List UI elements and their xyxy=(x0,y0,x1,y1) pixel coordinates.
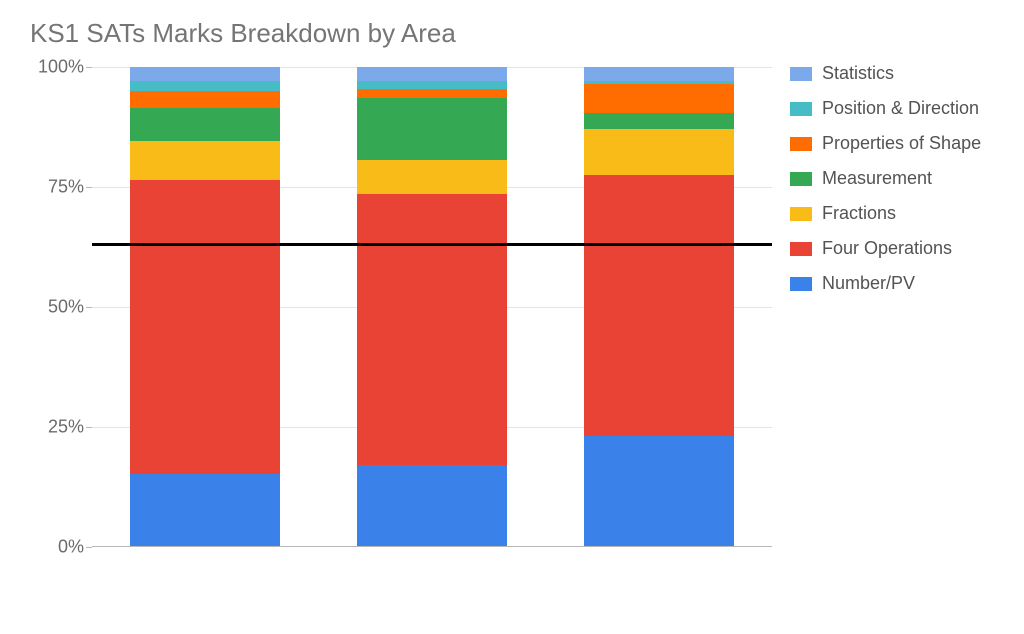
segment-four_operations xyxy=(357,194,507,465)
segment-properties_of_shape xyxy=(584,84,734,113)
bar-2017 xyxy=(130,67,280,546)
chart-container: KS1 SATs Marks Breakdown by Area 0% 25% 50… xyxy=(30,18,1010,618)
legend-item-fractions: Fractions xyxy=(790,203,981,224)
y-tick-mark xyxy=(86,547,92,548)
y-tick-mark xyxy=(86,307,92,308)
legend-swatch xyxy=(790,102,812,116)
legend-label: Measurement xyxy=(822,168,932,189)
y-tick-label: 100% xyxy=(38,57,84,78)
legend-item-properties_of_shape: Properties of Shape xyxy=(790,133,981,154)
legend-label: Four Operations xyxy=(822,238,952,259)
segment-properties_of_shape xyxy=(357,89,507,99)
segment-fractions xyxy=(130,141,280,179)
reference-line xyxy=(92,243,772,246)
segment-position_direction xyxy=(357,81,507,88)
segment-properties_of_shape xyxy=(130,91,280,108)
legend-item-measurement: Measurement xyxy=(790,168,981,189)
legend-swatch xyxy=(790,242,812,256)
legend-label: Position & Direction xyxy=(822,98,979,119)
segment-statistics xyxy=(130,67,280,81)
segment-number_pv xyxy=(584,436,734,546)
y-tick-label: 75% xyxy=(48,177,84,198)
y-tick-label: 25% xyxy=(48,417,84,438)
y-tick-label: 50% xyxy=(48,297,84,318)
segment-four_operations xyxy=(584,175,734,436)
segment-four_operations xyxy=(130,180,280,475)
segment-number_pv xyxy=(130,474,280,546)
legend-swatch xyxy=(790,277,812,291)
y-axis: 0%25%50%75%100% xyxy=(30,67,92,547)
legend-swatch xyxy=(790,137,812,151)
legend-label: Fractions xyxy=(822,203,896,224)
plot-area xyxy=(92,67,772,547)
segment-number_pv xyxy=(357,465,507,546)
y-tick-mark xyxy=(86,427,92,428)
legend-swatch xyxy=(790,172,812,186)
legend-swatch xyxy=(790,67,812,81)
segment-statistics xyxy=(584,67,734,81)
legend-item-position_direction: Position & Direction xyxy=(790,98,981,119)
legend: Statistics Position & Direction Properties… xyxy=(790,63,981,597)
y-tick-mark xyxy=(86,187,92,188)
legend-label: Statistics xyxy=(822,63,894,84)
y-tick-mark xyxy=(86,67,92,68)
bars-group xyxy=(92,67,772,546)
segment-measurement xyxy=(357,98,507,160)
bar-2018 xyxy=(357,67,507,546)
bar-2019 xyxy=(584,67,734,546)
segment-position_direction xyxy=(130,81,280,91)
segment-fractions xyxy=(357,160,507,194)
segment-fractions xyxy=(584,129,734,175)
segment-measurement xyxy=(130,108,280,142)
legend-item-four_operations: Four Operations xyxy=(790,238,981,259)
segment-measurement xyxy=(584,113,734,130)
y-tick-label: 0% xyxy=(58,537,84,558)
legend-label: Properties of Shape xyxy=(822,133,981,154)
legend-item-number_pv: Number/PV xyxy=(790,273,981,294)
legend-swatch xyxy=(790,207,812,221)
chart-title: KS1 SATs Marks Breakdown by Area xyxy=(30,18,1010,49)
legend-label: Number/PV xyxy=(822,273,915,294)
segment-statistics xyxy=(357,67,507,81)
legend-item-statistics: Statistics xyxy=(790,63,981,84)
plot-wrap: 0%25%50%75%100% StatisticsPosition & Dir… xyxy=(30,67,1010,597)
